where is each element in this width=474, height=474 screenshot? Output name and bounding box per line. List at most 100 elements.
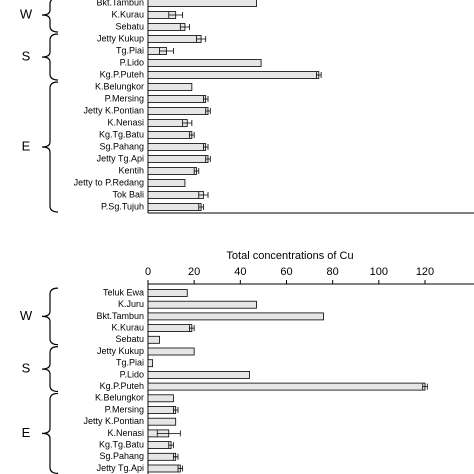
bar [147, 107, 209, 115]
bar [147, 0, 257, 7]
category-label: Tg.Piai [116, 45, 144, 55]
category-label: K.Kurau [111, 322, 144, 332]
bar [147, 335, 160, 344]
bar [147, 300, 257, 309]
x-tick-label: 80 [327, 266, 339, 278]
x-axis-title: Total concentrations of Cu [226, 250, 353, 262]
bar [147, 324, 193, 333]
x-tick-label: 20 [188, 266, 200, 278]
x-tick-label: 120 [416, 266, 434, 278]
bar [147, 312, 324, 321]
error-bar [172, 453, 179, 460]
category-label: K.Nenasi [107, 428, 144, 438]
group-label: E [22, 425, 31, 440]
group-brace [41, 81, 59, 213]
bar [147, 203, 202, 211]
bar [147, 155, 209, 163]
bar [147, 406, 177, 414]
error-bar [422, 383, 428, 390]
category-label: K.Kurau [111, 9, 144, 19]
group-label: S [22, 360, 31, 375]
category-label: Sg.Pahang [99, 451, 144, 461]
bar [147, 441, 172, 450]
error-bar [179, 24, 190, 30]
category-label: Jetty to P.Redang [74, 177, 144, 187]
category-label: K.Belungkor [95, 393, 144, 403]
x-tick-label: 60 [280, 266, 292, 278]
error-bar [316, 72, 322, 78]
bar [147, 359, 154, 368]
category-label: Sg.Pahang [99, 141, 144, 151]
category-label: Kg.P.Puteh [100, 381, 144, 391]
error-bar [193, 168, 200, 174]
category-label: Jetty Tg.Api [97, 463, 144, 473]
bar [147, 35, 202, 43]
bar [147, 370, 250, 379]
bar [147, 83, 193, 91]
group-brace [41, 392, 59, 474]
error-bar [168, 12, 184, 18]
group-label: E [22, 138, 31, 153]
category-label: Jetty Tg.Api [97, 153, 144, 163]
category-label: P.Lido [120, 369, 144, 379]
category-label: Jetty Kukup [97, 346, 144, 356]
category-label: Teluk Ewa [103, 287, 144, 297]
bar [147, 71, 320, 79]
bar [147, 394, 174, 403]
group-label: W [20, 6, 33, 21]
error-bar [156, 430, 181, 437]
bar [147, 417, 177, 426]
bar [147, 464, 181, 473]
group-brace [41, 33, 59, 81]
category-label: P.Lido [120, 57, 144, 67]
error-bar [177, 465, 184, 472]
group-brace [41, 0, 59, 33]
category-label: Bkt.Tambun [96, 311, 144, 321]
bar [147, 452, 177, 461]
category-label: K.Nenasi [107, 117, 144, 127]
group-label: W [20, 308, 33, 323]
error-bar [198, 204, 204, 210]
error-bar [159, 48, 174, 54]
category-label: Sebatu [115, 334, 144, 344]
bar [147, 23, 186, 31]
error-bar [205, 108, 211, 114]
category-label: K.Belungkor [95, 81, 144, 91]
error-bar [198, 192, 209, 198]
bar [147, 59, 262, 67]
category-label: Kg.Tg.Batu [99, 439, 144, 449]
category-label: Kentih [118, 165, 144, 175]
error-bar [182, 120, 193, 126]
error-bar [189, 325, 195, 332]
category-label: Tok Bali [112, 189, 144, 199]
bar [147, 95, 207, 103]
bar [147, 179, 186, 187]
error-bar [196, 36, 207, 42]
bar [147, 191, 204, 199]
bar [147, 131, 193, 139]
category-label: Kg.P.Puteh [100, 69, 144, 79]
bar [147, 289, 188, 297]
bar [147, 382, 426, 391]
category-label: Tg.Piai [116, 358, 144, 368]
error-bar [203, 96, 209, 102]
group-brace [41, 346, 59, 393]
x-tick-label: 100 [370, 266, 388, 278]
category-label: P.Sg.Tujuh [101, 201, 144, 211]
category-label: Sebatu [115, 21, 144, 31]
error-bar [203, 144, 209, 150]
error-bar [205, 156, 211, 162]
error-bar [172, 407, 179, 413]
error-bar [189, 132, 195, 138]
category-label: Jetty Kukup [97, 33, 144, 43]
category-label: P.Mersing [105, 93, 144, 103]
category-label: Bkt.Tambun [96, 0, 144, 7]
group-label: S [22, 48, 31, 63]
bar [147, 143, 207, 151]
bar [147, 167, 197, 175]
category-label: K.Juru [118, 299, 144, 309]
bar [147, 119, 188, 127]
bar [147, 347, 195, 356]
x-tick-label: 0 [145, 266, 151, 278]
